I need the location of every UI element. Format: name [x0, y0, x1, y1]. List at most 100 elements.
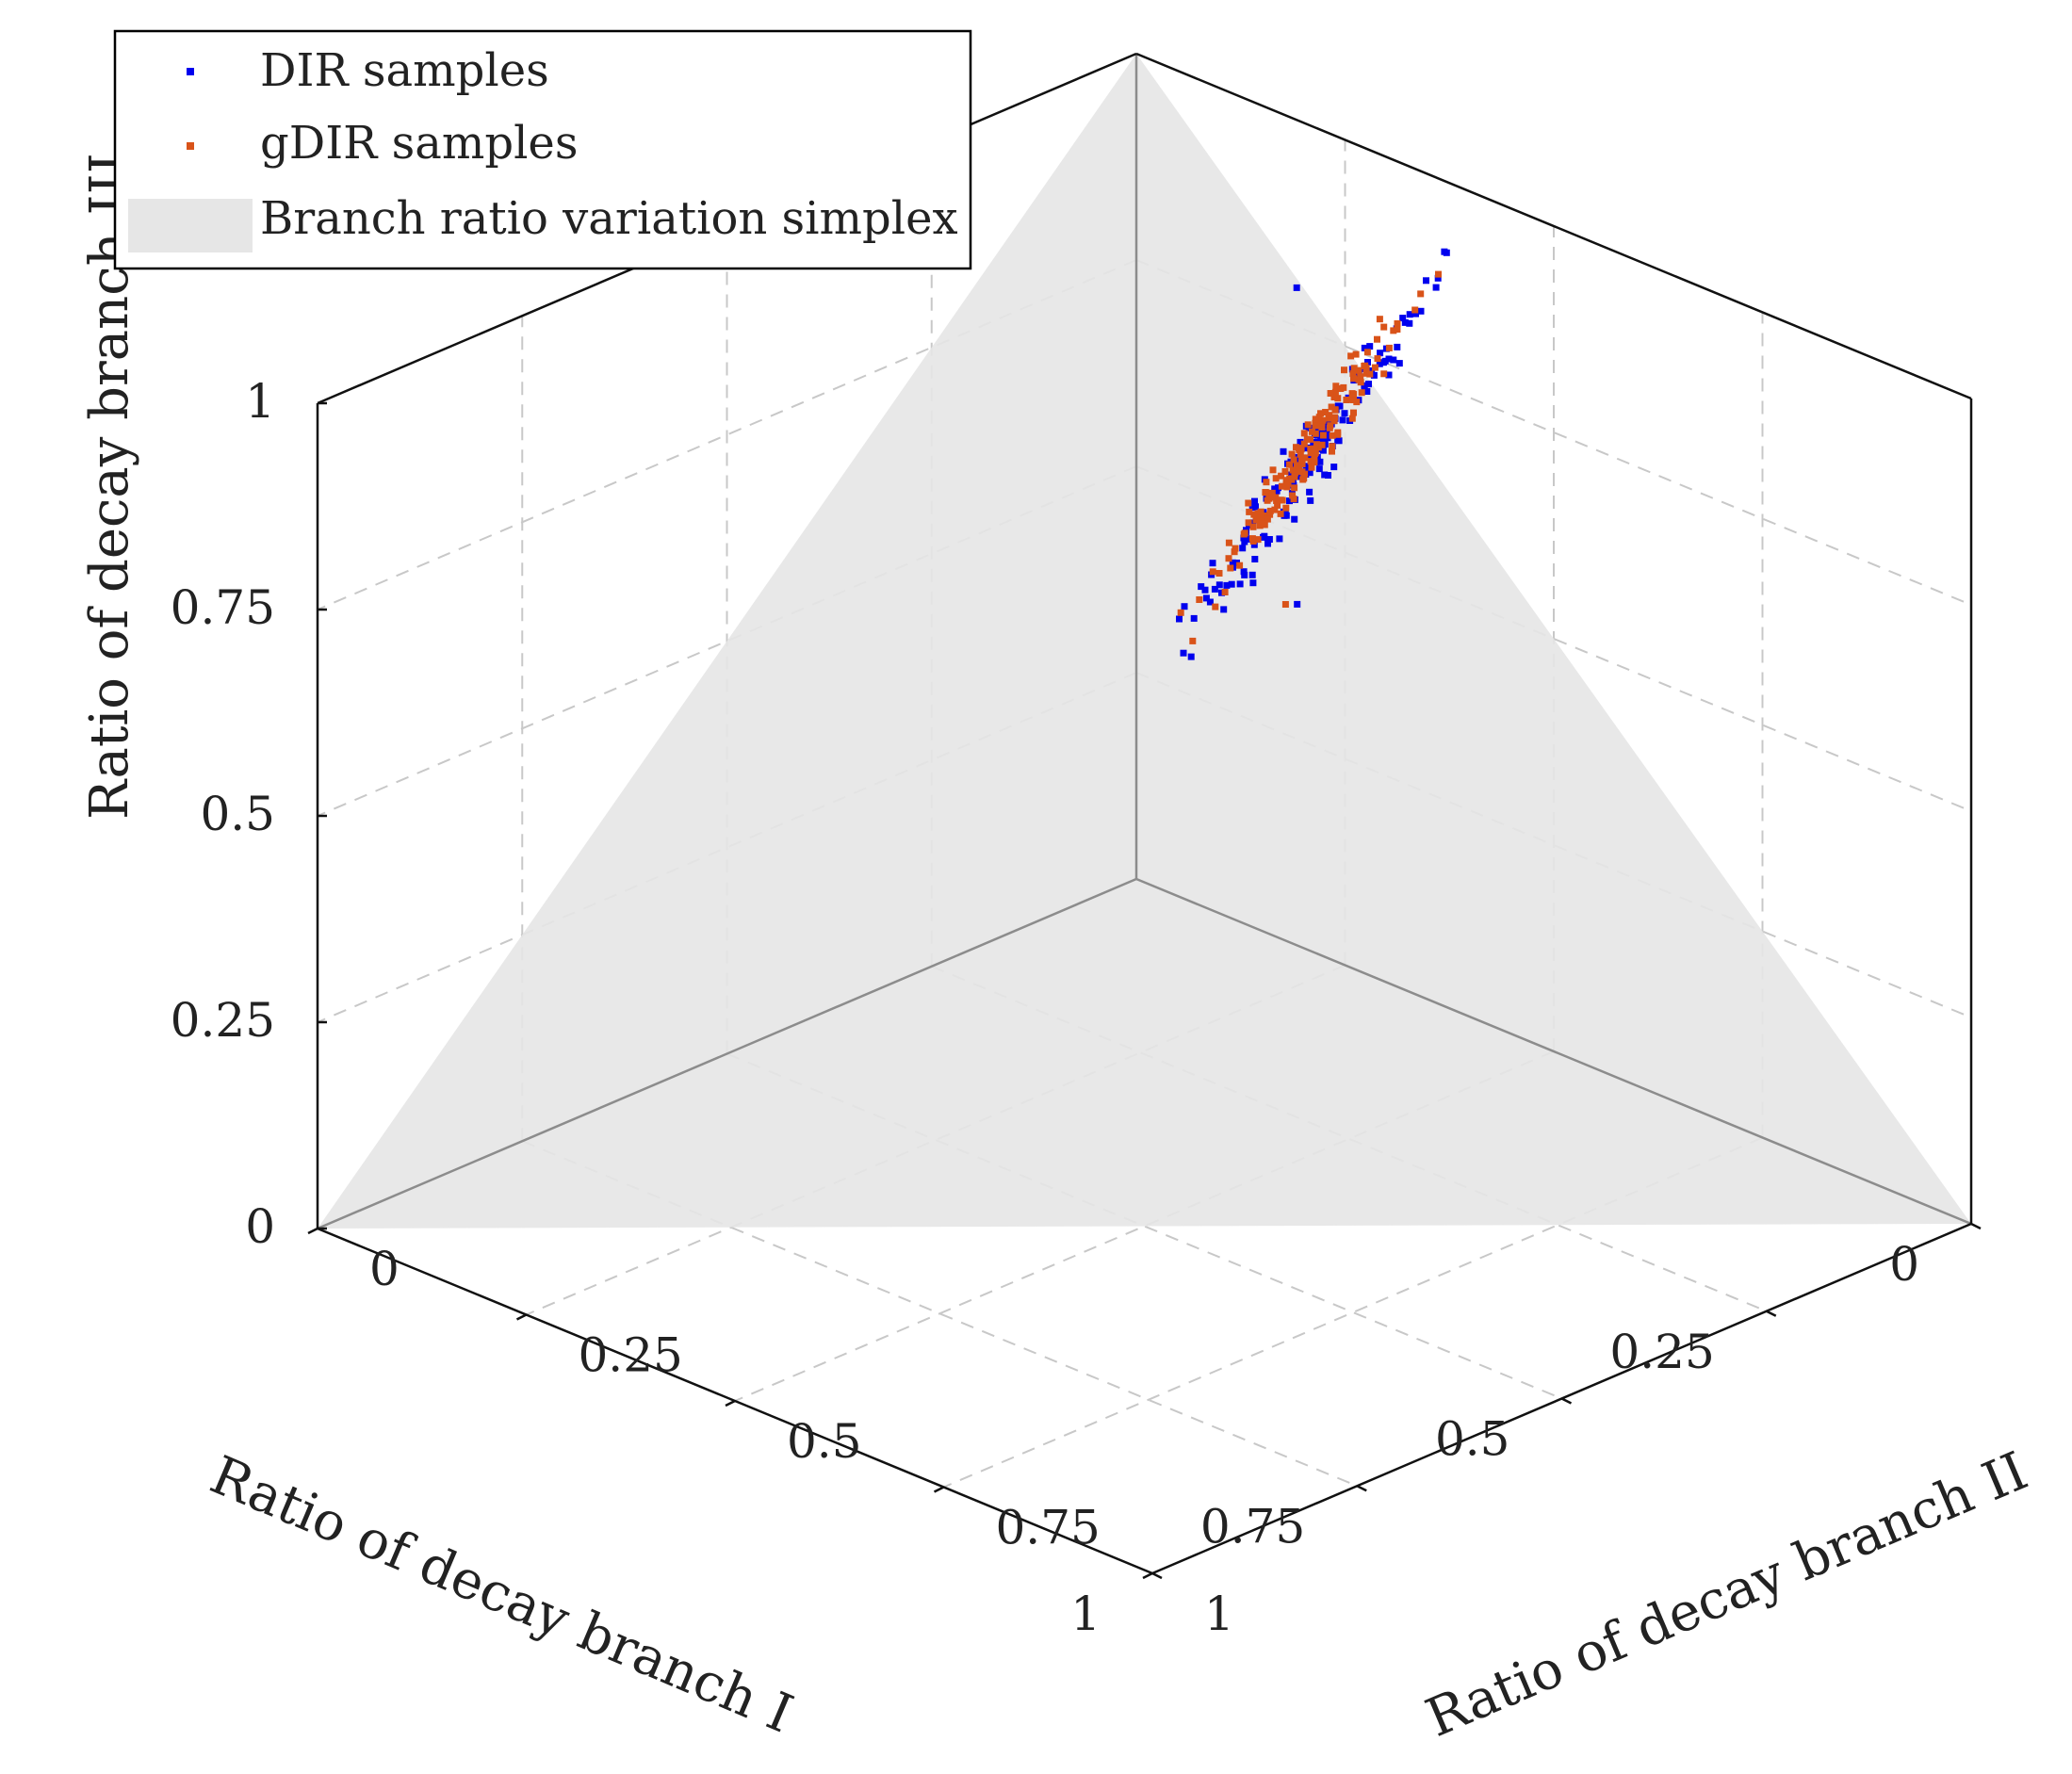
- data-point: [1248, 571, 1256, 578]
- data-point: [1314, 444, 1322, 451]
- data-point: [1180, 649, 1187, 657]
- data-point: [1399, 315, 1407, 322]
- grid-line-wall-z: [1135, 672, 1972, 1018]
- data-point: [1312, 415, 1319, 423]
- data-point: [1206, 598, 1214, 606]
- data-point: [1341, 366, 1347, 374]
- data-point: [1307, 449, 1314, 457]
- data-point: [1251, 497, 1258, 505]
- data-point: [1265, 536, 1273, 543]
- tick-label-x: 0: [1889, 1237, 1919, 1292]
- data-point: [1306, 469, 1313, 477]
- data-point: [1198, 583, 1205, 591]
- data-point: [1331, 414, 1339, 421]
- data-point: [1330, 464, 1338, 471]
- data-point: [1245, 519, 1252, 527]
- tick-mark-x: [1970, 1222, 1982, 1230]
- data-point: [1319, 431, 1327, 439]
- data-point: [1334, 436, 1342, 443]
- data-point: [1221, 589, 1229, 595]
- data-point: [1279, 496, 1286, 504]
- data-point: [1271, 506, 1279, 513]
- data-point: [1304, 421, 1312, 429]
- data-point: [1390, 327, 1397, 334]
- data-point: [1312, 430, 1319, 437]
- data-point: [1362, 365, 1370, 372]
- data-point: [1352, 350, 1360, 358]
- data-point: [1376, 316, 1383, 323]
- data-point: [1435, 270, 1442, 278]
- data-point: [1307, 458, 1314, 465]
- legend-gdir-label: gDIR samples: [260, 117, 578, 170]
- data-point: [1406, 319, 1413, 327]
- data-point: [1374, 335, 1380, 343]
- data-point: [1296, 447, 1303, 453]
- data-point: [1394, 320, 1401, 327]
- tick-label-z: 0.25: [171, 993, 275, 1048]
- data-point: [1187, 653, 1195, 660]
- data-point: [1189, 637, 1197, 644]
- data-point: [1312, 422, 1319, 430]
- data-point: [1229, 559, 1236, 566]
- data-point: [1321, 471, 1329, 479]
- legend-dir-marker: [187, 68, 194, 75]
- data-point: [1307, 496, 1314, 504]
- data-point: [1318, 423, 1326, 431]
- data-point: [1366, 343, 1374, 350]
- data-point: [1275, 484, 1281, 492]
- data-point: [1249, 579, 1257, 587]
- box-layer: [307, 52, 1982, 1580]
- data-point: [1432, 284, 1440, 291]
- data-point: [1406, 311, 1413, 318]
- tick-mark-y: [725, 1399, 736, 1408]
- data-point: [1294, 455, 1301, 463]
- tick-label-y: 0.75: [996, 1501, 1101, 1555]
- data-point: [1355, 366, 1362, 374]
- data-point: [1328, 403, 1335, 411]
- data-point: [1260, 520, 1267, 528]
- data-point: [1423, 277, 1429, 285]
- tick-mark-x: [1560, 1397, 1573, 1405]
- data-point: [1330, 394, 1338, 400]
- legend-box: [113, 29, 972, 270]
- data-point: [1357, 373, 1364, 381]
- data-point: [1350, 390, 1358, 398]
- tick-label-x: 0.5: [1435, 1412, 1510, 1467]
- data-point: [1299, 454, 1307, 462]
- data-point: [1278, 482, 1285, 490]
- data-point: [1264, 496, 1271, 504]
- data-point: [1248, 535, 1256, 543]
- data-point: [1312, 450, 1318, 457]
- data-point: [1209, 560, 1216, 567]
- tick-label-z: 0.5: [200, 787, 275, 841]
- data-point: [1301, 444, 1309, 451]
- data-point: [1268, 489, 1276, 496]
- data-point: [1294, 600, 1301, 608]
- data-point: [1298, 461, 1306, 467]
- data-point: [1227, 564, 1234, 572]
- data-point: [1308, 428, 1315, 435]
- data-point: [1330, 417, 1338, 425]
- data-point: [1262, 489, 1269, 496]
- data-point: [1239, 545, 1247, 552]
- data-point: [1220, 606, 1228, 613]
- data-point: [1272, 475, 1280, 482]
- data-point: [1290, 456, 1297, 464]
- data-point: [1300, 440, 1308, 448]
- data-point: [1374, 355, 1381, 363]
- data-point: [1282, 477, 1290, 484]
- data-point: [1365, 381, 1372, 388]
- data-point: [1350, 409, 1357, 416]
- data-point: [1331, 406, 1339, 414]
- data-point: [1341, 410, 1348, 417]
- data-point: [1289, 492, 1297, 499]
- data-point: [1317, 410, 1324, 417]
- data-point: [1249, 523, 1257, 530]
- data-point: [1296, 463, 1302, 470]
- data-point: [1277, 510, 1284, 517]
- data-point: [1223, 581, 1231, 589]
- data-point: [1311, 459, 1318, 466]
- data-point: [1264, 540, 1271, 547]
- tick-mark-x: [1356, 1485, 1367, 1492]
